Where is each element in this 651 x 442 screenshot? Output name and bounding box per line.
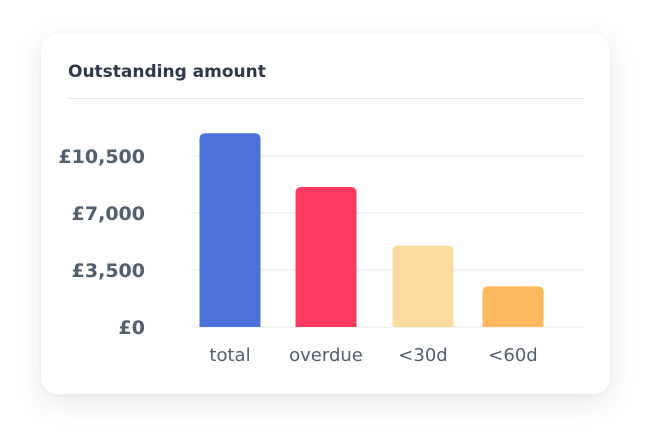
bar-overdue	[295, 186, 357, 327]
chart-title: Outstanding amount	[68, 62, 266, 82]
bar-30d	[392, 245, 454, 327]
bar-chart: £0 £3,500 £7,000 £10,500 total overdue <30d <60…	[58, 133, 584, 366]
x-tick-label: total	[209, 345, 250, 366]
y-tick-label: £3,500	[72, 260, 145, 282]
bar-total	[199, 133, 261, 327]
x-tick-label: <30d	[398, 345, 447, 366]
x-tick-label: <60d	[488, 345, 537, 366]
y-tick-label: £10,500	[58, 146, 145, 168]
x-tick-label: overdue	[289, 345, 363, 366]
chart-card: Outstanding amount £0 £3,500 £7,000 £10,500…	[41, 34, 610, 394]
bar-60d	[482, 286, 544, 327]
y-tick-label: £7,000	[72, 203, 145, 225]
y-tick-label: £0	[119, 317, 145, 339]
title-divider	[68, 98, 584, 99]
